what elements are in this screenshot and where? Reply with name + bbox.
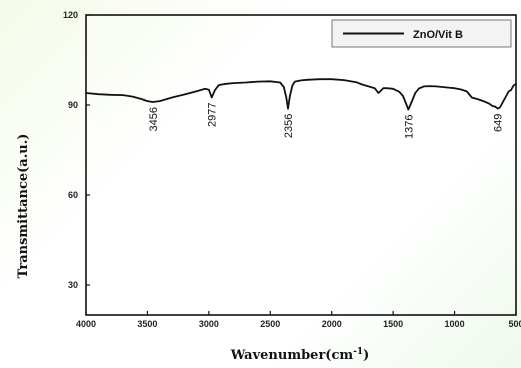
x-tick-label: 3500 — [137, 319, 157, 329]
x-tick-label: 2000 — [322, 319, 342, 329]
y-tick-label: 60 — [68, 190, 78, 200]
peak-annotation: 649 — [493, 114, 505, 132]
x-tick-label: 2500 — [260, 319, 280, 329]
x-tick-label: 1500 — [383, 319, 403, 329]
y-tick-label: 30 — [68, 280, 78, 290]
peak-annotation: 2977 — [207, 103, 219, 127]
x-tick-label: 3000 — [199, 319, 219, 329]
peak-annotation: 3456 — [148, 107, 160, 131]
legend-entry-label: ZnO/Vit B — [413, 29, 463, 41]
x-tick-label: 4000 — [76, 319, 96, 329]
x-tick-label: 1000 — [445, 319, 465, 329]
x-tick-label: 500 — [508, 319, 521, 329]
y-tick-label: 90 — [68, 100, 78, 110]
peak-annotation: 2356 — [283, 114, 295, 138]
y-axis-label: Transmittance(a.u.) — [16, 134, 31, 279]
x-axis-label: Wavenumber(cm-1) — [230, 347, 370, 363]
plot-area-frame — [85, 14, 517, 316]
peak-annotation: 1376 — [403, 115, 415, 139]
series-line — [85, 78, 517, 111]
legend: ZnO/Vit B — [331, 19, 512, 48]
y-tick-label: 120 — [63, 10, 78, 20]
x-axis-label-close: ) — [363, 348, 369, 363]
x-axis-label-main: Wavenumber(cm — [230, 348, 354, 363]
x-axis-label-superscript: -1 — [353, 347, 363, 357]
